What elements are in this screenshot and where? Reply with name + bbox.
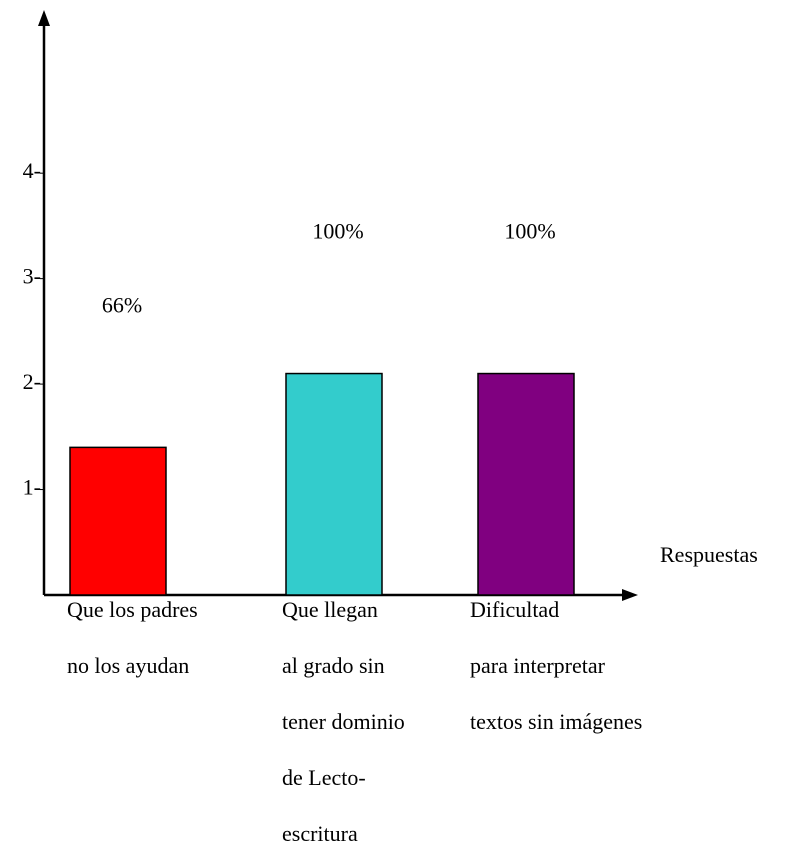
y-tick-label: 3- [23, 264, 41, 289]
x-axis-arrow [622, 589, 638, 601]
bar [285, 372, 383, 596]
x-tick-label: al grado sin [282, 653, 385, 678]
annotation: 100% [504, 219, 555, 244]
annotation: 66% [102, 292, 142, 317]
x-tick-label: de Lecto- [282, 765, 366, 790]
x-tick-label: Que llegan [282, 597, 378, 622]
y-tick-label: 4- [23, 158, 41, 183]
y-axis-arrow [38, 10, 50, 26]
x-tick-label: para interpretar [470, 653, 606, 678]
x-tick-label: textos sin imágenes [470, 709, 642, 734]
y-tick-label: 2- [23, 369, 41, 394]
x-axis-label: Respuestas [660, 542, 758, 567]
x-tick-label: tener dominio [282, 709, 405, 734]
x-tick-label: Que los padres [67, 597, 198, 622]
y-tick-label: 1- [23, 475, 41, 500]
x-tick-label: escritura [282, 821, 358, 845]
bar [69, 446, 167, 596]
annotation: 100% [312, 219, 363, 244]
x-tick-label: no los ayudan [67, 653, 189, 678]
bar [477, 372, 575, 596]
x-tick-label: Dificultad [470, 597, 559, 622]
